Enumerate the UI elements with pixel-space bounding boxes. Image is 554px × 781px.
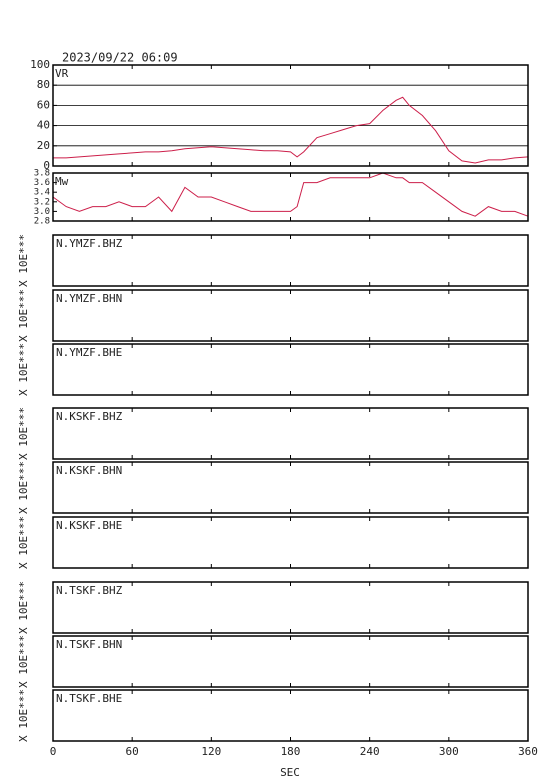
data-line [52, 172, 529, 217]
station-label: N.TSKF.BHN [56, 638, 122, 651]
panel-label: VR [55, 67, 69, 80]
station-label: N.YMZF.BHZ [56, 237, 123, 250]
panel-frame [52, 461, 529, 514]
scale-label: X 10E*** [17, 635, 30, 688]
panel-frame [52, 581, 529, 634]
panel-frame [52, 234, 529, 287]
panel-frame [52, 289, 529, 342]
y-tick-label: 2.8 [34, 217, 50, 227]
y-tick-label: 60 [37, 98, 50, 111]
panel-frame [52, 407, 529, 460]
scale-label: X 10E*** [17, 581, 30, 634]
station-label: N.TSKF.BHZ [56, 584, 123, 597]
station-label: N.TSKF.BHE [56, 692, 122, 705]
x-tick-label: 300 [439, 745, 459, 758]
scale-label: X 10E*** [17, 234, 30, 287]
panel-frame [52, 689, 529, 742]
y-tick-label: 3.2 [34, 197, 50, 207]
x-tick-label: 240 [360, 745, 380, 758]
scale-label: X 10E*** [17, 343, 30, 396]
x-tick-label: 120 [201, 745, 221, 758]
y-tick-label: 100 [30, 58, 50, 71]
panel-label: Mw [55, 175, 69, 188]
scale-label: X 10E*** [17, 289, 30, 342]
scale-label: X 10E*** [17, 461, 30, 514]
panel-frame [52, 635, 529, 688]
y-tick-label: 0 [43, 159, 50, 172]
panel-frame [52, 172, 529, 222]
y-tick-label: 20 [37, 139, 50, 152]
data-line [53, 96, 529, 164]
y-tick-label: 3.0 [34, 207, 50, 217]
x-axis-label: SEC [280, 766, 300, 779]
station-label: N.KSKF.BHE [56, 519, 122, 532]
y-tick-label: 80 [37, 78, 50, 91]
station-label: N.KSKF.BHN [56, 464, 122, 477]
x-tick-label: 360 [518, 745, 538, 758]
panel-frame [52, 516, 529, 569]
panel-frame [52, 64, 529, 167]
y-tick-label: 3.8 [34, 169, 50, 179]
x-tick-label: 180 [281, 745, 301, 758]
station-label: N.KSKF.BHZ [56, 410, 123, 423]
y-tick-label: 3.4 [34, 188, 50, 198]
station-label: N.YMZF.BHE [56, 346, 122, 359]
scale-label: X 10E*** [17, 689, 30, 742]
chart-title: 2023/09/22 06:09 [62, 51, 178, 65]
station-label: N.YMZF.BHN [56, 292, 122, 305]
scale-label: X 10E*** [17, 407, 30, 460]
y-tick-label: 3.6 [34, 178, 50, 188]
y-tick-label: 40 [37, 119, 50, 132]
scale-label: X 10E*** [17, 516, 30, 569]
x-tick-label: 60 [126, 745, 139, 758]
x-tick-label: 0 [50, 745, 57, 758]
panel-frame [52, 343, 529, 396]
